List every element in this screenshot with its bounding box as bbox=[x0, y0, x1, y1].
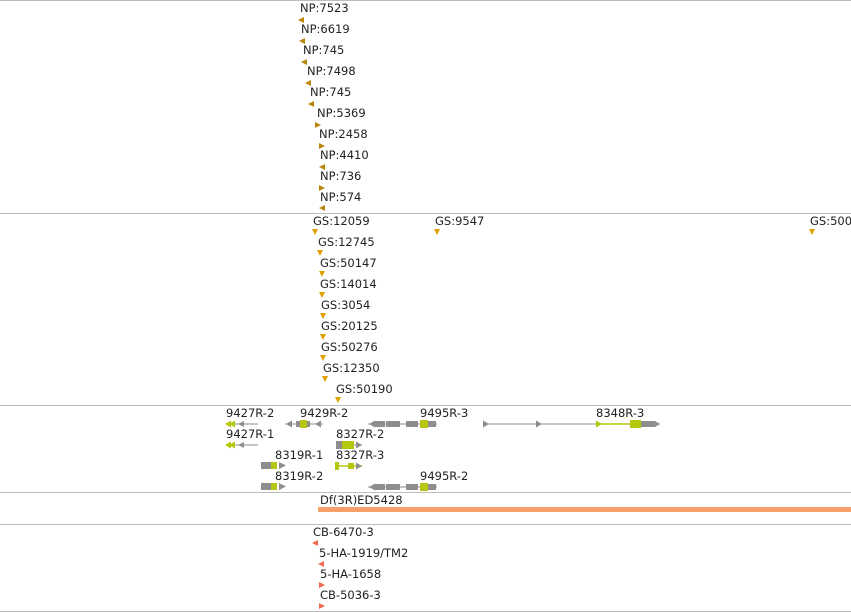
feature-label: NP:7523 bbox=[300, 1, 349, 15]
np-marker-icon[interactable] bbox=[319, 143, 325, 149]
transcript-label: 8327R-3 bbox=[336, 448, 385, 462]
gs-marker-icon[interactable] bbox=[320, 334, 326, 340]
transcript-label: 9427R-1 bbox=[226, 427, 275, 441]
feature-label: CB-6470-3 bbox=[313, 525, 374, 539]
gs-marker-icon[interactable] bbox=[320, 355, 326, 361]
track-separator bbox=[0, 405, 851, 406]
feature-label: GS:12745 bbox=[318, 235, 375, 249]
gs-track: GS:12059 GS:9547 GS:500 GS:12745 GS:5014… bbox=[0, 213, 851, 405]
gene-track: 9427R-2 9429R-2 9495R-3 8348R-3 9427R-1 … bbox=[0, 405, 851, 492]
feature-label: NP:7498 bbox=[307, 64, 356, 78]
feature-label: GS:50147 bbox=[320, 256, 377, 270]
feature-label: NP:4410 bbox=[320, 148, 369, 162]
transcript-8319R-1[interactable] bbox=[261, 462, 286, 469]
np-marker-icon[interactable] bbox=[301, 59, 307, 65]
np-marker-icon[interactable] bbox=[319, 164, 325, 170]
insertion-marker-icon[interactable] bbox=[318, 561, 324, 567]
transcript-label: 8319R-2 bbox=[275, 469, 324, 483]
gs-marker-icon[interactable] bbox=[809, 229, 815, 235]
np-marker-icon[interactable] bbox=[308, 101, 314, 107]
transcript-9427R-2[interactable] bbox=[225, 420, 258, 428]
feature-label: GS:3054 bbox=[321, 298, 371, 312]
feature-label: GS:500 bbox=[810, 214, 851, 228]
feature-label: GS:50190 bbox=[336, 382, 393, 396]
feature-label: NP:6619 bbox=[301, 22, 350, 36]
gs-marker-icon[interactable] bbox=[319, 271, 325, 277]
gs-marker-icon[interactable] bbox=[335, 397, 341, 403]
feature-label: 5-HA-1919/TM2 bbox=[319, 546, 409, 560]
feature-label: GS:50276 bbox=[321, 340, 378, 354]
feature-label: 5-HA-1658 bbox=[320, 567, 382, 581]
transcript-9495R-2[interactable] bbox=[368, 483, 437, 491]
np-track: NP:7523 NP:6619 NP:745 NP:7498 NP:745 NP… bbox=[0, 0, 851, 213]
transcript-9495R-3[interactable] bbox=[368, 420, 437, 428]
transcript-label: 9495R-3 bbox=[420, 406, 469, 420]
insertion-marker-icon[interactable] bbox=[319, 603, 325, 609]
gs-marker-icon[interactable] bbox=[312, 229, 318, 235]
np-marker-icon[interactable] bbox=[319, 205, 325, 211]
np-marker-icon[interactable] bbox=[298, 17, 304, 23]
insertion-track: CB-6470-3 5-HA-1919/TM2 5-HA-1658 CB-503… bbox=[0, 524, 851, 611]
np-marker-icon[interactable] bbox=[315, 122, 321, 128]
gs-marker-icon[interactable] bbox=[434, 229, 440, 235]
np-marker-icon[interactable] bbox=[299, 38, 305, 44]
feature-label: GS:12350 bbox=[323, 361, 380, 375]
transcript-8327R-3[interactable] bbox=[335, 462, 362, 470]
track-separator bbox=[0, 524, 851, 525]
feature-label: GS:20125 bbox=[321, 319, 378, 333]
deletion-label: Df(3R)ED5428 bbox=[320, 493, 403, 507]
feature-label: CB-5036-3 bbox=[320, 588, 381, 602]
gs-marker-icon[interactable] bbox=[322, 376, 328, 382]
feature-label: NP:5369 bbox=[317, 106, 366, 120]
deletion-bar[interactable] bbox=[318, 507, 851, 512]
gene-models bbox=[225, 420, 660, 491]
gs-marker-icon[interactable] bbox=[319, 292, 325, 298]
insertion-marker-icon[interactable] bbox=[319, 582, 325, 588]
feature-label: NP:2458 bbox=[319, 127, 368, 141]
insertion-marker-icon[interactable] bbox=[312, 540, 318, 546]
feature-label: NP:745 bbox=[303, 43, 345, 57]
track-separator bbox=[0, 213, 851, 214]
feature-label: GS:14014 bbox=[320, 277, 377, 291]
feature-label: GS:9547 bbox=[435, 214, 485, 228]
transcript-label: 8319R-1 bbox=[275, 448, 324, 462]
transcript-label: 8348R-3 bbox=[596, 406, 645, 420]
np-marker-icon[interactable] bbox=[305, 80, 311, 86]
gs-marker-icon[interactable] bbox=[317, 250, 323, 256]
np-marker-icon[interactable] bbox=[319, 185, 325, 191]
track-separator bbox=[0, 492, 851, 493]
transcript-8348R-3[interactable] bbox=[483, 420, 660, 428]
transcript-label: 9427R-2 bbox=[226, 406, 275, 420]
deletion-track: Df(3R)ED5428 bbox=[0, 492, 851, 524]
transcript-9427R-1[interactable] bbox=[225, 441, 258, 449]
feature-label: GS:12059 bbox=[313, 214, 370, 228]
transcript-label: 8327R-2 bbox=[336, 427, 385, 441]
transcript-9429R-2[interactable] bbox=[285, 420, 323, 428]
transcript-label: 9495R-2 bbox=[420, 469, 469, 483]
transcript-8327R-2[interactable] bbox=[336, 441, 362, 449]
feature-label: NP:574 bbox=[320, 190, 362, 204]
transcript-label: 9429R-2 bbox=[300, 406, 349, 420]
track-separator bbox=[0, 0, 851, 1]
gs-marker-icon[interactable] bbox=[320, 313, 326, 319]
transcript-8319R-2[interactable] bbox=[261, 483, 286, 490]
feature-label: NP:745 bbox=[310, 85, 352, 99]
feature-label: NP:736 bbox=[320, 169, 362, 183]
